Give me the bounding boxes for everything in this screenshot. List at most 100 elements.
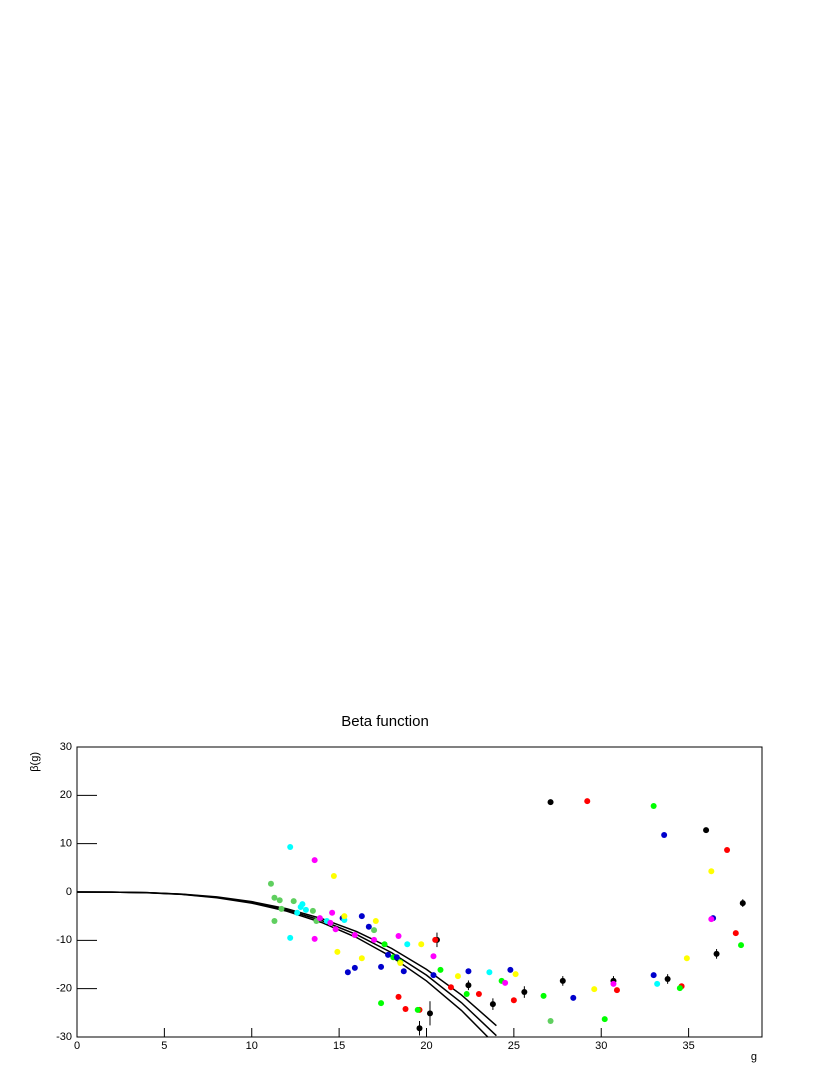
point <box>486 969 493 976</box>
point <box>311 857 318 864</box>
point <box>341 913 348 920</box>
point <box>381 941 388 948</box>
point <box>316 915 323 922</box>
y-tick-label: -10 <box>56 934 72 946</box>
point <box>465 982 472 989</box>
point <box>591 986 598 993</box>
point <box>351 932 358 939</box>
x-tick-label: 20 <box>420 1040 432 1052</box>
y-axis-label: β(g) <box>29 752 41 772</box>
point <box>521 989 528 996</box>
point <box>683 955 690 962</box>
point <box>732 930 739 937</box>
point <box>299 901 306 908</box>
point <box>404 941 411 948</box>
point <box>385 951 392 958</box>
point <box>358 913 365 920</box>
curve <box>77 891 489 1037</box>
point <box>395 993 402 1000</box>
point <box>426 1010 433 1017</box>
x-tick-label: 15 <box>333 1040 345 1052</box>
point <box>395 932 402 939</box>
point <box>489 1001 496 1008</box>
y-tick-label: 20 <box>60 789 72 801</box>
y-tick-label: 0 <box>66 886 72 898</box>
point <box>414 1006 421 1013</box>
x-tick-label: 30 <box>595 1040 607 1052</box>
point <box>351 964 358 971</box>
point <box>465 968 472 975</box>
point <box>309 907 316 914</box>
point <box>330 873 337 880</box>
point <box>334 948 341 955</box>
point <box>327 919 334 926</box>
point <box>329 909 336 916</box>
y-tick-label: -20 <box>56 983 72 995</box>
point <box>654 980 661 987</box>
point <box>416 1025 423 1032</box>
point <box>418 941 425 948</box>
point <box>332 926 339 933</box>
x-tick-label: 0 <box>74 1040 80 1052</box>
y-tick-label: 30 <box>60 741 72 753</box>
point <box>510 997 517 1004</box>
point <box>276 897 283 904</box>
point <box>358 955 365 962</box>
point <box>267 880 274 887</box>
x-tick-label: 5 <box>161 1040 167 1052</box>
point <box>512 971 519 978</box>
point <box>397 960 404 967</box>
point <box>371 927 378 934</box>
point <box>393 954 400 961</box>
x-tick-label: 35 <box>682 1040 694 1052</box>
point <box>507 966 514 973</box>
point <box>738 942 745 949</box>
point <box>610 980 617 987</box>
x-axis-label: g <box>751 1051 757 1063</box>
point <box>447 984 454 991</box>
point <box>278 905 285 912</box>
point <box>271 894 278 901</box>
point <box>371 936 378 943</box>
point <box>703 827 710 834</box>
point <box>708 916 715 923</box>
point <box>475 990 482 997</box>
point <box>739 900 746 907</box>
point <box>601 1016 608 1023</box>
point <box>570 994 577 1001</box>
point <box>664 976 671 982</box>
point <box>713 950 720 957</box>
point <box>676 985 683 992</box>
point <box>584 798 591 805</box>
point <box>430 972 437 979</box>
point <box>378 1000 385 1007</box>
point <box>650 972 657 979</box>
point <box>271 918 278 924</box>
curve <box>77 891 497 1037</box>
point <box>311 935 318 942</box>
point <box>661 831 668 838</box>
point <box>344 969 351 976</box>
point <box>287 934 294 941</box>
point <box>402 1005 409 1012</box>
point <box>437 966 444 973</box>
point <box>378 963 385 970</box>
point <box>365 923 372 930</box>
point <box>287 844 294 851</box>
point <box>290 898 297 905</box>
point <box>559 977 566 984</box>
point <box>372 918 379 924</box>
x-tick-label: 10 <box>246 1040 258 1052</box>
point <box>454 973 461 980</box>
point <box>294 909 301 916</box>
plot-frame <box>76 746 763 1038</box>
point <box>463 990 470 997</box>
chart-title: Beta function <box>341 713 429 730</box>
point <box>430 953 437 960</box>
y-tick-label: -30 <box>56 1031 72 1043</box>
point <box>400 968 407 975</box>
point <box>650 802 657 809</box>
point <box>432 936 439 943</box>
curves <box>77 891 497 1037</box>
